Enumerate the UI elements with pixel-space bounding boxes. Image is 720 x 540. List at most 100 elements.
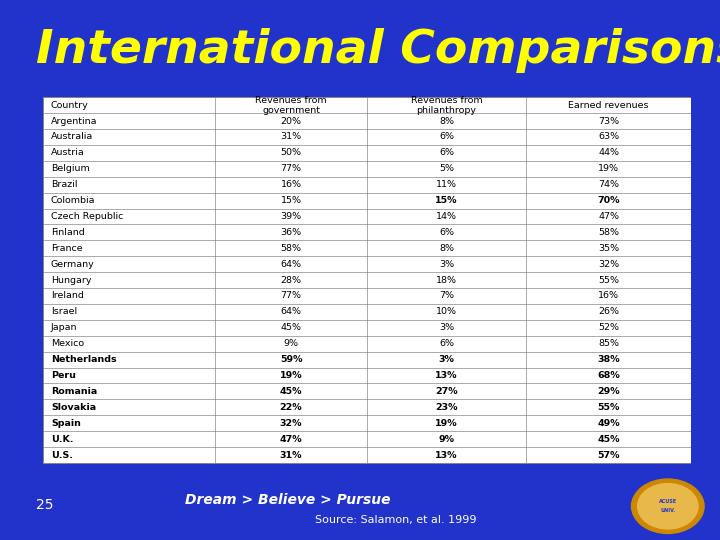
Text: 64%: 64%	[281, 307, 302, 316]
Text: 31%: 31%	[281, 132, 302, 141]
Text: ACUSE: ACUSE	[659, 499, 677, 504]
Text: 10%: 10%	[436, 307, 457, 316]
Text: Spain: Spain	[51, 418, 81, 428]
Text: 85%: 85%	[598, 339, 619, 348]
Text: 6%: 6%	[439, 148, 454, 157]
Text: 44%: 44%	[598, 148, 619, 157]
Text: Austria: Austria	[51, 148, 85, 157]
Text: 6%: 6%	[439, 339, 454, 348]
Text: 68%: 68%	[597, 371, 620, 380]
Text: 3%: 3%	[439, 323, 454, 332]
Text: 45%: 45%	[598, 435, 620, 443]
Text: International Comparisons: International Comparisons	[36, 28, 720, 73]
Text: France: France	[51, 244, 83, 253]
Text: 63%: 63%	[598, 132, 619, 141]
Text: 59%: 59%	[280, 355, 302, 364]
Text: 3%: 3%	[438, 355, 454, 364]
Text: 11%: 11%	[436, 180, 457, 189]
Text: 74%: 74%	[598, 180, 619, 189]
Text: 16%: 16%	[598, 292, 619, 300]
Text: 18%: 18%	[436, 275, 457, 285]
Text: Slovakia: Slovakia	[51, 403, 96, 412]
Text: 9%: 9%	[438, 435, 454, 443]
Text: Israel: Israel	[51, 307, 77, 316]
Text: 77%: 77%	[281, 292, 302, 300]
Text: 15%: 15%	[281, 196, 302, 205]
Text: 5%: 5%	[439, 164, 454, 173]
Text: Source: Salamon, et al. 1999: Source: Salamon, et al. 1999	[315, 515, 477, 524]
Text: Peru: Peru	[51, 371, 76, 380]
Text: 73%: 73%	[598, 117, 619, 126]
Text: Colombia: Colombia	[51, 196, 96, 205]
Text: 6%: 6%	[439, 228, 454, 237]
Text: 55%: 55%	[598, 275, 619, 285]
Text: 50%: 50%	[281, 148, 302, 157]
Text: 8%: 8%	[439, 117, 454, 126]
Text: 55%: 55%	[598, 403, 620, 412]
Text: 19%: 19%	[598, 164, 619, 173]
Text: 45%: 45%	[280, 387, 302, 396]
Text: 20%: 20%	[281, 117, 302, 126]
Text: 47%: 47%	[280, 435, 302, 443]
Text: Australia: Australia	[51, 132, 93, 141]
Text: 3%: 3%	[439, 260, 454, 269]
Text: 31%: 31%	[280, 450, 302, 460]
Text: 32%: 32%	[598, 260, 619, 269]
Text: 15%: 15%	[436, 196, 458, 205]
Text: 57%: 57%	[598, 450, 620, 460]
Text: 19%: 19%	[280, 371, 302, 380]
Text: 32%: 32%	[280, 418, 302, 428]
Text: 36%: 36%	[281, 228, 302, 237]
Text: Ireland: Ireland	[51, 292, 84, 300]
Text: 28%: 28%	[281, 275, 302, 285]
Text: Dream > Believe > Pursue: Dream > Believe > Pursue	[185, 494, 391, 508]
Text: 9%: 9%	[284, 339, 299, 348]
Circle shape	[638, 484, 698, 529]
Text: 49%: 49%	[598, 418, 620, 428]
Text: 22%: 22%	[280, 403, 302, 412]
Text: Czech Republic: Czech Republic	[51, 212, 123, 221]
Text: 39%: 39%	[281, 212, 302, 221]
Text: Belgium: Belgium	[51, 164, 90, 173]
Text: 7%: 7%	[439, 292, 454, 300]
Text: Revenues from
philanthropy: Revenues from philanthropy	[411, 96, 482, 114]
Text: 52%: 52%	[598, 323, 619, 332]
Text: Romania: Romania	[51, 387, 97, 396]
Text: U.S.: U.S.	[51, 450, 73, 460]
Text: 58%: 58%	[598, 228, 619, 237]
Text: Netherlands: Netherlands	[51, 355, 117, 364]
Text: Brazil: Brazil	[51, 180, 78, 189]
Text: Mexico: Mexico	[51, 339, 84, 348]
Text: 8%: 8%	[439, 244, 454, 253]
Text: Germany: Germany	[51, 260, 95, 269]
Text: Finland: Finland	[51, 228, 85, 237]
Text: Japan: Japan	[51, 323, 78, 332]
Text: 29%: 29%	[598, 387, 620, 396]
Circle shape	[631, 479, 704, 534]
Text: 13%: 13%	[436, 450, 458, 460]
Text: 13%: 13%	[436, 371, 458, 380]
Text: Hungary: Hungary	[51, 275, 91, 285]
Text: Revenues from
government: Revenues from government	[256, 96, 327, 114]
Text: 58%: 58%	[281, 244, 302, 253]
Text: UNIV.: UNIV.	[660, 508, 675, 514]
Text: 14%: 14%	[436, 212, 457, 221]
Text: 23%: 23%	[436, 403, 458, 412]
Text: 19%: 19%	[436, 418, 458, 428]
FancyBboxPatch shape	[43, 97, 691, 463]
Text: 26%: 26%	[598, 307, 619, 316]
Text: Earned revenues: Earned revenues	[568, 100, 649, 110]
Text: 25: 25	[36, 498, 53, 512]
Text: 47%: 47%	[598, 212, 619, 221]
Text: Argentina: Argentina	[51, 117, 97, 126]
Text: 27%: 27%	[436, 387, 458, 396]
Text: Country: Country	[51, 100, 89, 110]
Text: 45%: 45%	[281, 323, 302, 332]
Text: 35%: 35%	[598, 244, 619, 253]
Text: U.K.: U.K.	[51, 435, 73, 443]
Text: 64%: 64%	[281, 260, 302, 269]
Text: 16%: 16%	[281, 180, 302, 189]
Text: 70%: 70%	[598, 196, 620, 205]
Text: 38%: 38%	[598, 355, 620, 364]
Text: 77%: 77%	[281, 164, 302, 173]
